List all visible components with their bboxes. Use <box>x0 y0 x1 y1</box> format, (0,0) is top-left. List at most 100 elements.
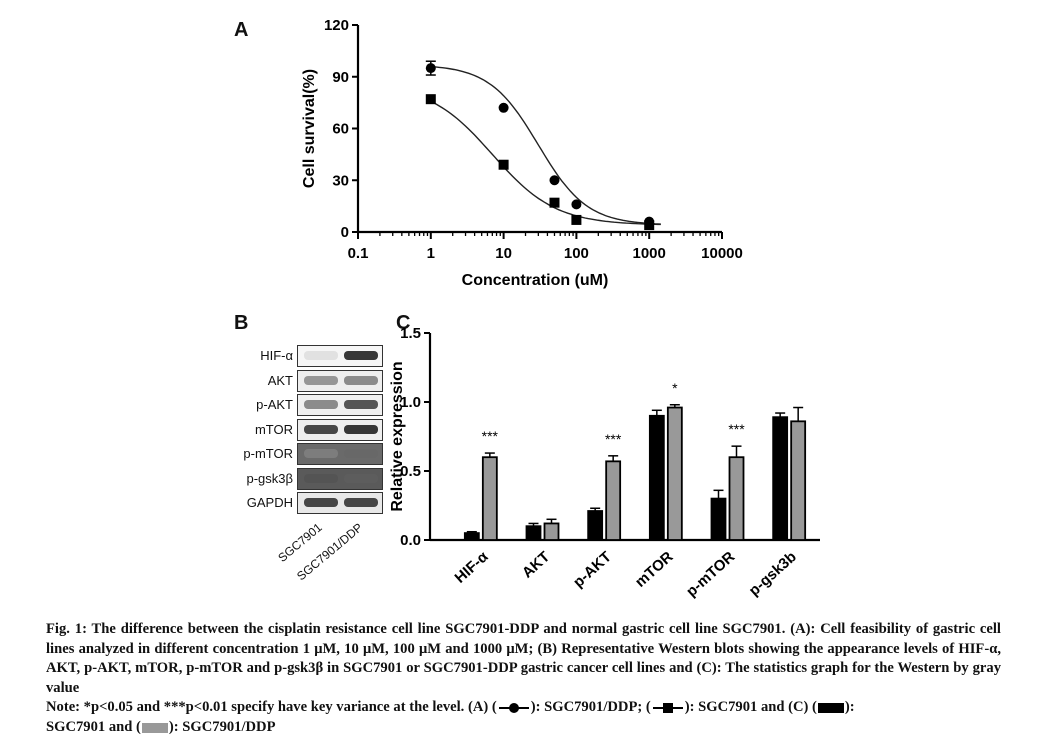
blot-row-label: p-mTOR <box>243 446 293 461</box>
blot-strip <box>297 345 383 367</box>
category-label: mTOR <box>632 548 677 591</box>
bar-sgc7901 <box>463 532 480 541</box>
blot-band <box>344 498 378 507</box>
x-tick-label: 100 <box>564 245 589 262</box>
panel-letter-c: C <box>396 312 411 334</box>
blot-strip <box>297 443 383 465</box>
caption-note: Note: *p<0.05 and ***p<0.01 specify have… <box>46 698 1001 737</box>
data-point-circle <box>425 63 436 74</box>
blot-strip <box>297 394 383 416</box>
blot-row: p-AKT <box>225 394 385 418</box>
data-point-circle <box>498 102 509 113</box>
note-part-a: Note: *p<0.05 and ***p<0.01 specify have… <box>46 699 497 716</box>
blot-band <box>344 449 378 458</box>
bar-sgc7901 <box>525 525 542 541</box>
data-point-square <box>549 197 560 208</box>
blot-band <box>344 424 378 434</box>
x-axis-label: Concentration (uM) <box>462 272 609 289</box>
bar-sgc7901 <box>648 414 665 541</box>
blot-band <box>344 351 378 360</box>
category-label: p-gsk3b <box>746 548 800 599</box>
blot-band <box>304 375 338 385</box>
note-part-b: ): SGC7901/DDP; ( <box>530 699 651 716</box>
fit-curve-sgc7901 <box>430 100 661 226</box>
blot-band <box>344 473 378 483</box>
y-axis-label: Relative expression <box>389 361 406 511</box>
note-part-c: ): SGC7901 and (C) ( <box>684 699 817 716</box>
bar-sgc7901 <box>587 510 604 541</box>
x-tick-label: 10 <box>495 245 512 262</box>
bar-sgc7901 <box>772 416 789 541</box>
significance-marker: *** <box>728 421 745 437</box>
circle-line-symbol <box>498 703 529 714</box>
blot-band <box>304 473 338 483</box>
y-tick-label: 0.0 <box>400 532 421 549</box>
black-bar-symbol <box>817 703 844 714</box>
blot-band <box>344 400 378 409</box>
blot-band <box>344 375 378 385</box>
blot-row: AKT <box>225 369 385 394</box>
bar-sgc7901-ddp <box>790 420 807 541</box>
blot-strip <box>297 418 383 441</box>
bar-sgc7901-ddp <box>481 456 498 541</box>
panel-letter-a: A <box>234 19 249 41</box>
blot-row-label: p-AKT <box>256 397 293 412</box>
y-tick-label: 1.0 <box>400 394 421 411</box>
blot-strip <box>297 369 383 392</box>
blot-band <box>304 498 338 507</box>
bar-sgc7901-ddp <box>543 522 560 541</box>
y-tick-label: 1.5 <box>400 325 421 342</box>
fit-curve-sgc7901-ddp <box>430 65 661 225</box>
x-tick-label: 10000 <box>701 245 743 262</box>
data-point-square <box>644 220 655 231</box>
significance-marker: *** <box>605 431 622 447</box>
bar-sgc7901 <box>710 497 727 541</box>
blot-strip <box>297 467 383 490</box>
significance-marker: *** <box>482 428 499 444</box>
blot-band <box>304 449 338 458</box>
category-label: p-AKT <box>570 548 615 591</box>
blot-strip <box>297 492 383 514</box>
data-point-circle <box>549 175 560 186</box>
x-tick-label: 1 <box>427 245 435 262</box>
blot-row: p-mTOR <box>225 443 385 467</box>
category-label: AKT <box>519 548 553 581</box>
blot-band <box>304 400 338 409</box>
y-tick-label: 90 <box>332 69 349 86</box>
figure-caption: Fig. 1: The difference between the cispl… <box>46 620 1001 738</box>
x-tick-label: 0.1 <box>348 245 369 262</box>
blot-row-label: HIF-α <box>260 348 293 363</box>
blot-band <box>304 351 338 360</box>
y-tick-label: 0.5 <box>400 463 421 480</box>
y-tick-label: 0 <box>341 224 349 241</box>
blot-row-label: p-gsk3β <box>246 470 294 486</box>
caption-text: Fig. 1: The difference between the cispl… <box>46 621 1001 696</box>
y-axis-label: Cell survival(%) <box>301 69 318 188</box>
category-label: p-mTOR <box>683 548 738 600</box>
bar-sgc7901-ddp <box>666 406 683 541</box>
x-tick-label: 1000 <box>633 245 666 262</box>
square-line-symbol <box>652 703 683 714</box>
note-part-e: SGC7901 and ( <box>46 718 141 735</box>
data-point-square <box>498 159 509 170</box>
blot-band <box>304 424 338 434</box>
blot-row-label: GAPDH <box>246 495 293 510</box>
y-tick-label: 30 <box>332 172 349 189</box>
blot-row-label: mTOR <box>254 421 293 437</box>
note-part-d: ): <box>844 699 855 716</box>
blot-row: p-gsk3β <box>225 467 385 492</box>
data-point-circle <box>571 199 582 210</box>
y-tick-label: 120 <box>324 17 349 34</box>
panel-letter-b: B <box>234 312 249 334</box>
data-point-square <box>425 94 436 105</box>
bar-sgc7901-ddp <box>728 456 745 541</box>
significance-marker: * <box>672 380 678 396</box>
blot-row: HIF-α <box>225 345 385 369</box>
blot-row: GAPDH <box>225 492 385 516</box>
survival-curve-chart: 0 30 60 90 120 0.1 1 10 100 1000 10000 Concentratio… <box>301 17 743 289</box>
category-label: HIF-α <box>452 548 492 587</box>
data-point-square <box>571 214 582 225</box>
blot-row-label: AKT <box>267 372 293 388</box>
y-tick-label: 60 <box>332 121 349 138</box>
note-part-f: ): SGC7901/DDP <box>168 718 276 735</box>
